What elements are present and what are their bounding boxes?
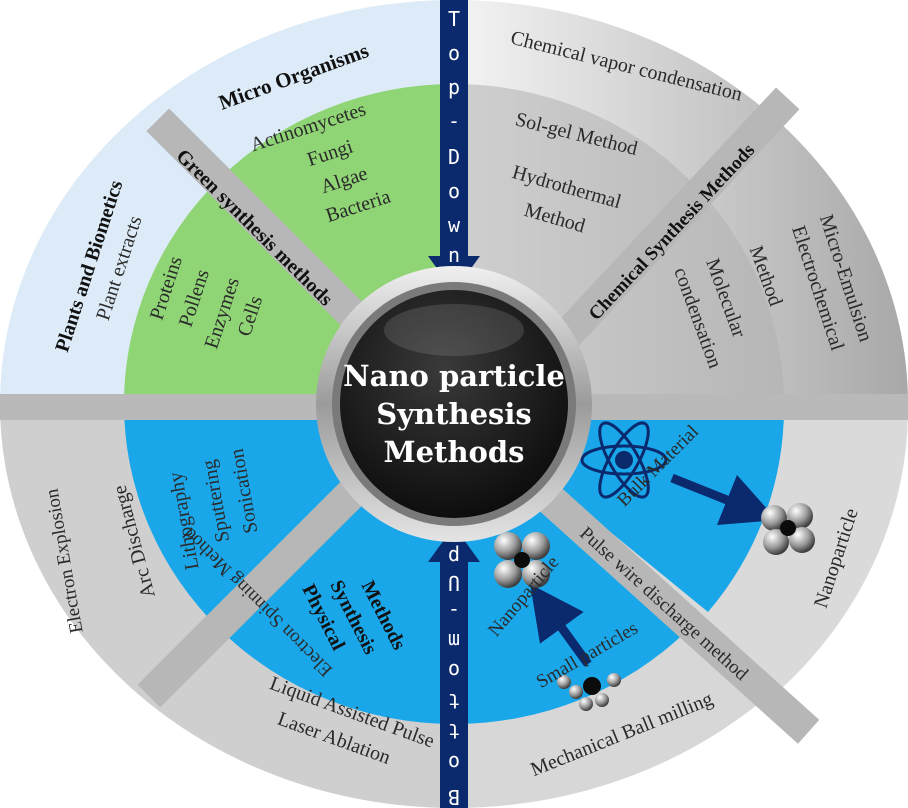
band-pulse-wire [500,452,820,744]
arrow-letter: T [448,7,460,31]
center-title-line: Methods [384,435,525,469]
arrow-letter: o [448,751,460,775]
arrow-letter: B [448,785,460,808]
arrow-letter: D [448,145,460,169]
arrow-letter: n [448,243,460,267]
arrow-letter: o [448,659,460,683]
nanoparticle-cluster-icon [761,503,815,555]
band-chemical [530,87,800,373]
arrow-letter: m [448,629,460,653]
center-title-line: Synthesis [376,397,531,431]
center-title-line: Nano particle [343,359,565,393]
arrow-letter: - [448,109,460,133]
arrow-letter: U [448,571,460,595]
arrow-letter: p [448,75,460,99]
arrow-letter: w [448,213,461,237]
arrow-letter: t [448,719,460,743]
top-down-letters: T o p - D o w n [448,7,461,267]
arrow-letter: p [448,545,460,569]
arrow-letter: - [448,599,460,623]
arrow-letter: o [448,179,460,203]
small-particles-icon [557,673,621,711]
center-hub [316,266,592,542]
band-electron-spinning [137,472,373,708]
bottom-up-letters: B o t t o m - U p [448,545,460,808]
arrow-small-to-nano [530,584,592,667]
diagonal-bands [137,87,820,744]
arrow-letter: t [448,689,460,713]
atom-icon [580,421,668,499]
center-title: Nano particle Synthesis Methods [343,359,565,469]
arrow-letter: o [448,41,460,65]
top-down-arrow [428,0,480,292]
band-green [146,108,410,372]
arrow-bulk-to-nano [670,473,778,526]
nanoparticle-cluster-left-icon [494,532,550,588]
bottom-up-arrow [428,526,480,808]
